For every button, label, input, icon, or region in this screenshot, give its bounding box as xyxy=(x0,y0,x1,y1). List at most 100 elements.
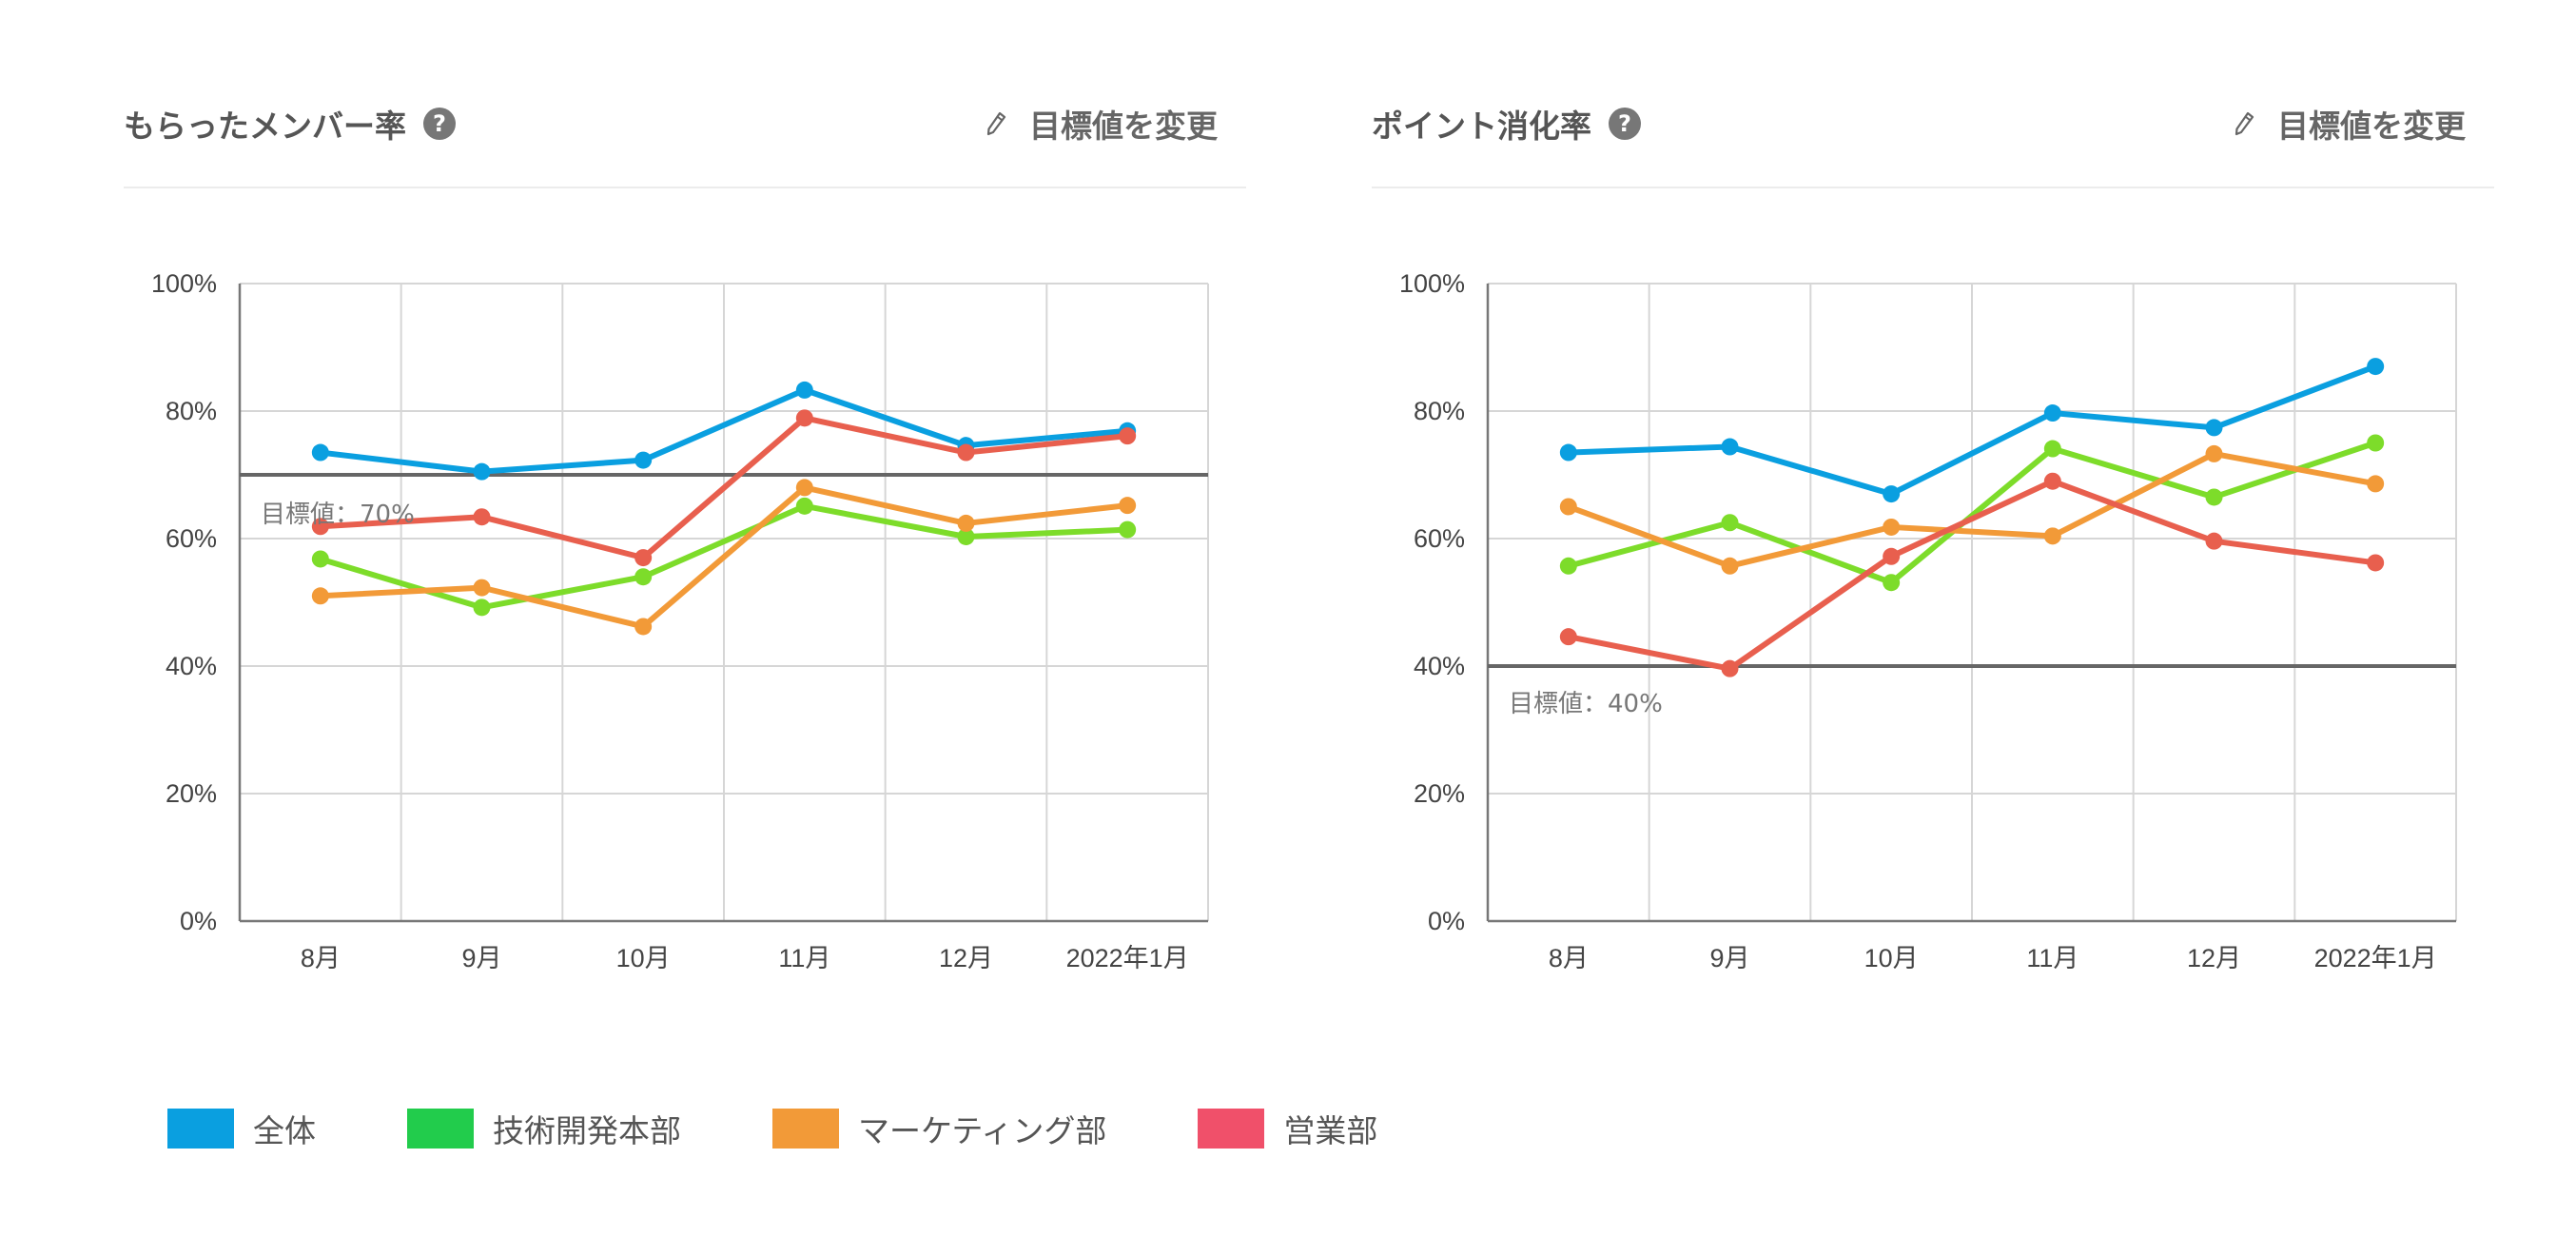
series-line xyxy=(1565,450,2379,569)
data-point xyxy=(795,497,813,515)
data-point xyxy=(2205,488,2223,506)
data-point xyxy=(1721,557,1739,575)
data-point xyxy=(2043,527,2061,545)
data-point xyxy=(1883,518,1901,536)
data-point xyxy=(634,568,653,586)
data-point xyxy=(1883,547,1901,565)
data-point xyxy=(473,579,491,597)
panel-header: ポイント消化率 ? 目標値を変更 xyxy=(1372,95,2494,188)
x-tick-label: 12月 xyxy=(2187,944,2241,972)
chart-panel-point-usage-rate: ポイント消化率 ? 目標値を変更 0% 20% 40% 60% 80% 100% 8月 9月 1… xyxy=(1372,0,2494,1047)
panel-title-wrap: もらったメンバー率 ? xyxy=(124,101,456,147)
x-tick-label: 9月 xyxy=(1709,944,1749,972)
series-line xyxy=(317,484,1131,630)
x-tick-label: 12月 xyxy=(939,944,993,972)
data-point xyxy=(2043,472,2061,490)
x-tick-label: 8月 xyxy=(1549,944,1589,972)
data-point xyxy=(957,514,975,532)
line-chart: 0% 20% 40% 60% 80% 100% 8月 9月 10月 11月 12月 2022年1月 目標… xyxy=(151,269,1209,972)
help-icon[interactable]: ? xyxy=(1609,108,1641,140)
data-point xyxy=(311,518,329,536)
panel-header: もらったメンバー率 ? 目標値を変更 xyxy=(124,95,1246,188)
data-point xyxy=(795,381,813,399)
legend-label: マーケティング部 xyxy=(858,1112,1107,1149)
change-target-label: 目標値を変更 xyxy=(1029,108,1218,145)
x-tick-label: 11月 xyxy=(2026,944,2078,972)
x-tick-label: 9月 xyxy=(461,944,501,972)
y-tick-label: 0% xyxy=(180,907,217,935)
x-tick-label: 11月 xyxy=(778,944,830,972)
legend-swatch xyxy=(167,1109,234,1149)
data-point xyxy=(473,599,491,617)
chart-panel-member-rate: もらったメンバー率 ? 目標値を変更 0% 20% 40% 60% 80% 100% 8月 9… xyxy=(124,0,1246,1047)
data-point xyxy=(795,479,813,497)
data-point xyxy=(1721,438,1739,456)
data-point xyxy=(1119,427,1137,445)
data-point xyxy=(634,549,653,567)
series-line xyxy=(1565,440,2379,586)
legend-item-engineering[interactable]: 技術開発本部 xyxy=(407,1106,681,1151)
y-tick-label: 20% xyxy=(166,779,217,808)
series-line xyxy=(1565,363,2379,498)
target-label: 目標値：70% xyxy=(261,501,415,529)
data-point xyxy=(2367,475,2385,493)
data-point xyxy=(1883,574,1901,592)
y-tick-label: 40% xyxy=(166,652,217,680)
legend-item-sales[interactable]: 営業部 xyxy=(1198,1106,1377,1151)
series-line xyxy=(317,502,1131,611)
data-point xyxy=(2205,532,2223,550)
legend-item-marketing[interactable]: マーケティング部 xyxy=(772,1106,1106,1151)
change-target-label: 目標値を変更 xyxy=(2277,108,2466,145)
y-tick-label: 60% xyxy=(1414,524,1465,553)
x-tick-label: 10月 xyxy=(1864,944,1919,972)
help-icon[interactable]: ? xyxy=(423,108,456,140)
change-target-button[interactable]: 目標値を変更 xyxy=(2234,101,2466,147)
legend-swatch xyxy=(772,1109,839,1149)
y-tick-label: 100% xyxy=(151,269,217,298)
data-point xyxy=(2367,434,2385,452)
data-point xyxy=(2367,358,2385,376)
pencil-icon xyxy=(2234,111,2254,136)
legend-item-all[interactable]: 全体 xyxy=(167,1106,316,1151)
panel-title: もらったメンバー率 xyxy=(124,108,406,145)
data-point xyxy=(473,508,491,526)
data-point xyxy=(1721,659,1739,677)
data-point xyxy=(311,587,329,605)
legend-swatch xyxy=(1198,1109,1265,1149)
data-point xyxy=(1559,443,1577,461)
data-point xyxy=(634,618,653,636)
data-point xyxy=(2205,444,2223,462)
data-point xyxy=(1721,514,1739,532)
data-point xyxy=(2043,440,2061,458)
legend-label: 技術開発本部 xyxy=(493,1112,681,1149)
data-point xyxy=(311,550,329,568)
chart-legend: 全体 技術開発本部 マーケティング部 営業部 xyxy=(167,1106,1469,1151)
data-point xyxy=(1119,520,1137,539)
data-point xyxy=(1559,557,1577,575)
data-point xyxy=(1883,485,1901,503)
data-point xyxy=(957,443,975,461)
x-tick-label: 2022年1月 xyxy=(1066,944,1189,972)
change-target-button[interactable]: 目標値を変更 xyxy=(986,101,1218,147)
x-tick-label: 10月 xyxy=(616,944,671,972)
series-line xyxy=(317,386,1131,475)
data-point xyxy=(311,443,329,461)
y-tick-label: 80% xyxy=(166,397,217,425)
x-tick-label: 2022年1月 xyxy=(2314,944,2437,972)
y-tick-label: 100% xyxy=(1399,269,1465,298)
panel-title-wrap: ポイント消化率 ? xyxy=(1372,101,1641,147)
legend-label: 営業部 xyxy=(1283,1112,1378,1149)
data-point xyxy=(2043,404,2061,422)
y-tick-label: 80% xyxy=(1414,397,1465,425)
data-point xyxy=(634,451,653,469)
data-point xyxy=(957,527,975,545)
target-label: 目標値：40% xyxy=(1509,690,1663,718)
series-line xyxy=(1565,478,2379,672)
y-tick-label: 40% xyxy=(1414,652,1465,680)
data-point xyxy=(1559,628,1577,646)
data-point xyxy=(2367,554,2385,572)
legend-label: 全体 xyxy=(253,1112,316,1149)
line-chart: 0% 20% 40% 60% 80% 100% 8月 9月 10月 11月 12月 2022年1月 目標… xyxy=(1399,269,2457,972)
x-tick-label: 8月 xyxy=(301,944,341,972)
data-point xyxy=(2205,419,2223,437)
